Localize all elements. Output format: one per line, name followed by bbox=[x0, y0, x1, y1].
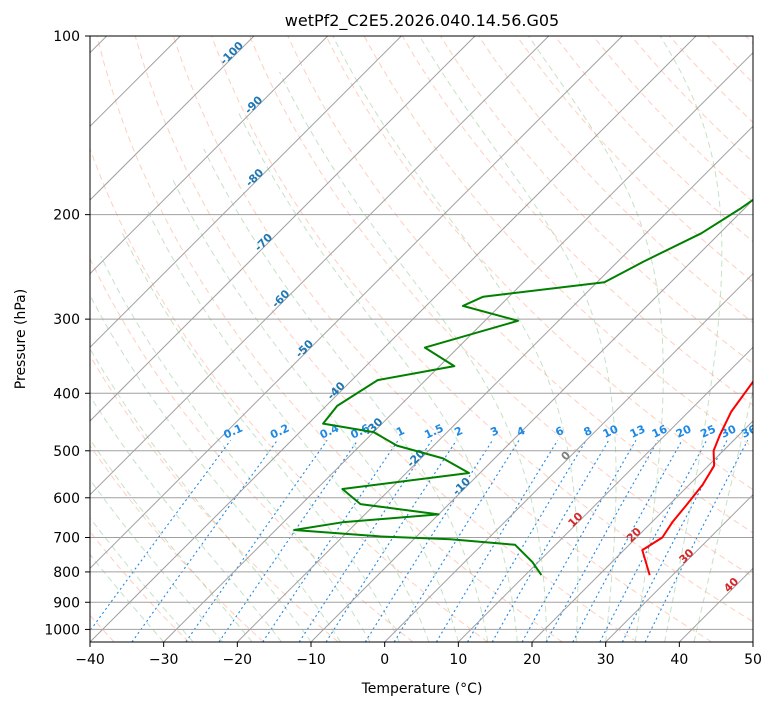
moist-adiabat-line bbox=[172, 179, 459, 642]
moist-adiabat-line bbox=[528, 36, 664, 642]
moist-adiabat-line bbox=[238, 113, 518, 642]
mixing-ratio-line bbox=[131, 439, 278, 642]
x-axis-label: Temperature (°C) bbox=[361, 681, 483, 697]
isotherm-line bbox=[531, 420, 753, 642]
mixing-ratio-label: 16 bbox=[650, 422, 670, 440]
moist-adiabat-line bbox=[659, 36, 723, 642]
x-tick-label: 10 bbox=[449, 652, 467, 668]
plot-area: -100-90-80-70-60-50-40-30-20-10010203040… bbox=[90, 36, 759, 642]
dry-adiabat-line bbox=[134, 36, 638, 642]
mixing-ratio-line bbox=[90, 439, 232, 632]
isotherm-line bbox=[163, 51, 753, 642]
x-tick-label: 50 bbox=[744, 652, 762, 668]
moist-adiabat-line bbox=[90, 438, 253, 642]
dewpoint-profile-line bbox=[293, 198, 753, 576]
x-tick-label: −40 bbox=[75, 652, 105, 668]
mixing-ratio-line bbox=[325, 439, 457, 642]
dry-adiabat-line bbox=[249, 36, 753, 578]
moist-adiabat-line bbox=[145, 207, 430, 642]
dry-adiabat-line bbox=[90, 257, 414, 642]
isotherm-line bbox=[90, 36, 697, 642]
y-tick-label: 200 bbox=[53, 208, 80, 224]
x-tick-label: 40 bbox=[670, 652, 688, 668]
dry-adiabat-line bbox=[90, 444, 264, 642]
mixing-ratio-label: 20 bbox=[674, 422, 694, 440]
dry-adiabat-line bbox=[325, 36, 753, 491]
moist-adiabat-line bbox=[121, 233, 400, 642]
isotherm-line bbox=[90, 36, 255, 201]
isotherm-line bbox=[236, 125, 753, 642]
isotherm-line bbox=[752, 641, 753, 642]
x-axis-ticks: −40 −30 −20 −10 0 10 20 30 40 50 bbox=[75, 642, 762, 668]
isotherm-line bbox=[90, 36, 402, 349]
isotherm-line bbox=[310, 199, 753, 642]
y-tick-label: 800 bbox=[53, 565, 80, 581]
y-tick-label: 300 bbox=[53, 312, 80, 328]
y-tick-label: 700 bbox=[53, 531, 80, 547]
moist-adiabat-line bbox=[693, 388, 753, 642]
mixing-ratio-line bbox=[644, 440, 749, 642]
mixing-ratio-label: 36 bbox=[739, 422, 759, 440]
isotherm-line bbox=[90, 36, 476, 422]
mixing-ratio-label: 10 bbox=[601, 422, 621, 440]
plot-frame bbox=[89, 35, 754, 643]
y-tick-label: 400 bbox=[53, 386, 80, 402]
chart-title: wetPf2_C2E5.2026.040.14.56.G05 bbox=[285, 11, 559, 31]
dry-adiabat-line bbox=[211, 36, 753, 623]
mixing-ratio-line bbox=[621, 440, 728, 642]
isotherm-gridlines bbox=[90, 36, 753, 642]
moist-adiabat-line bbox=[279, 71, 548, 642]
y-tick-label: 100 bbox=[53, 29, 80, 45]
x-tick-label: −30 bbox=[149, 652, 179, 668]
y-tick-label: 500 bbox=[53, 444, 80, 460]
mixing-ratio-label: 13 bbox=[628, 423, 647, 441]
y-axis-label: Pressure (hPa) bbox=[13, 289, 29, 389]
isotherm-line bbox=[90, 36, 329, 275]
dry-adiabat-line bbox=[516, 36, 753, 283]
moist-adiabat-line bbox=[90, 395, 282, 642]
x-tick-label: 20 bbox=[523, 652, 541, 668]
moist-adiabat-line bbox=[100, 255, 371, 642]
moist-adiabat-line bbox=[90, 478, 223, 642]
isotherm-line bbox=[90, 36, 550, 496]
isotherm-line bbox=[457, 346, 753, 642]
moist-adiabat-line bbox=[90, 294, 341, 642]
dry-adiabat-line bbox=[172, 36, 712, 642]
mixing-ratio-line bbox=[393, 440, 520, 642]
dry-adiabat-line bbox=[287, 36, 753, 534]
mixing-ratio-line bbox=[364, 440, 493, 642]
x-tick-label: 30 bbox=[597, 652, 615, 668]
mixing-ratio-line bbox=[435, 440, 559, 642]
mixing-ratio-line bbox=[298, 439, 433, 642]
x-tick-label: 0 bbox=[380, 652, 389, 668]
y-tick-label: 600 bbox=[53, 491, 80, 507]
dry-adiabat-line bbox=[96, 36, 563, 642]
temperature-profile-line bbox=[641, 380, 753, 576]
y-axis-ticks: 100 200 300 400 500 600 700 800 900 1000 bbox=[44, 29, 90, 638]
mixing-ratio-label: 25 bbox=[698, 423, 717, 441]
moist-adiabat-line bbox=[332, 36, 579, 642]
isotherm-line bbox=[384, 272, 753, 642]
y-tick-label: 900 bbox=[53, 595, 80, 611]
x-tick-label: −10 bbox=[296, 652, 326, 668]
x-tick-label: −20 bbox=[223, 652, 253, 668]
mixing-ratio-line bbox=[599, 440, 708, 642]
moist-adiabat-line bbox=[419, 36, 617, 642]
isotherm-line bbox=[605, 493, 753, 642]
profile-series bbox=[293, 198, 753, 576]
moist-adiabat-line bbox=[90, 517, 194, 642]
mixing-ratio-line bbox=[572, 440, 683, 642]
isotherm-line bbox=[90, 36, 623, 570]
y-tick-label: 1000 bbox=[44, 622, 80, 638]
